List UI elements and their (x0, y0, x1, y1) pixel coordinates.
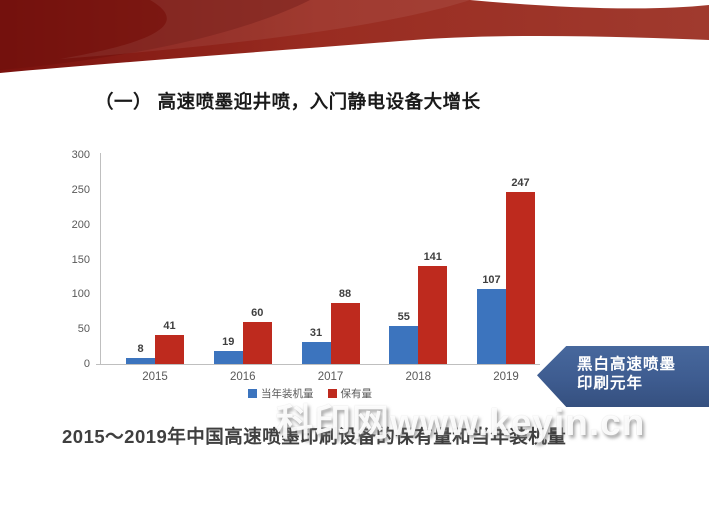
bar-value-label: 19 (222, 336, 235, 348)
bar-value-label: 141 (423, 251, 442, 263)
x-axis-line (96, 364, 540, 365)
slide-title: （一） 高速喷墨迎井喷，入门静电设备大增长 (95, 91, 481, 112)
y-axis-tick-label: 100 (71, 288, 90, 301)
bar-当年装机量-2015 (126, 358, 155, 364)
y-axis-tick-label: 300 (71, 149, 90, 161)
bar-value-label: 41 (163, 320, 176, 332)
bar-chart: 0 50 100 150 200 250 300 8 19 31 55 107 41 60 88 141 247… (60, 148, 560, 403)
y-axis-tick-label: 50 (77, 323, 90, 336)
y-axis-tick-label: 0 (83, 358, 90, 370)
legend-swatch-icon (248, 389, 257, 398)
callout-line-2: 印刷元年 (577, 375, 644, 392)
chart-caption: 2015～2019年中国高速喷墨印刷设备的保有量和当年装机量 (62, 426, 567, 447)
bar-value-label: 8 (137, 343, 144, 355)
bar-value-label: 31 (309, 327, 323, 339)
legend-item: 当年装机量 (248, 386, 314, 401)
legend-item: 保有量 (327, 386, 373, 401)
bar-保有量-2016 (242, 322, 272, 364)
bar-value-label: 88 (338, 288, 352, 300)
x-axis-category-label: 2015 (142, 371, 168, 383)
callout-arrow: 黑白高速喷墨 印刷元年 (537, 346, 709, 407)
y-axis-tick-label: 200 (71, 218, 90, 231)
bar-保有量-2017 (330, 303, 360, 364)
bar-value-label: 247 (511, 177, 530, 189)
callout-text: 黑白高速喷墨 印刷元年 (537, 346, 709, 393)
bar-当年装机量-2018 (389, 326, 419, 364)
x-axis-category-label: 2018 (405, 371, 432, 383)
legend-label: 保有量 (340, 388, 373, 400)
bar-value-label: 107 (482, 274, 501, 286)
y-axis-tick-label: 250 (71, 183, 90, 196)
bar-当年装机量-2017 (301, 342, 331, 364)
x-axis-category-label: 2019 (493, 371, 519, 383)
bar-保有量-2018 (418, 266, 448, 364)
x-axis-category-label: 2016 (229, 371, 256, 383)
legend-label: 当年装机量 (261, 388, 314, 400)
bar-保有量-2019 (506, 192, 535, 364)
y-axis-line (100, 153, 101, 364)
y-axis-tick-label: 150 (71, 253, 90, 266)
top-ribbon-decoration (0, 0, 709, 73)
callout-line-1: 黑白高速喷墨 (577, 356, 677, 373)
bar-当年装机量-2019 (477, 289, 506, 364)
bar-保有量-2015 (155, 335, 184, 364)
chart-legend: 当年装机量 保有量 (60, 386, 560, 401)
bar-value-label: 55 (397, 311, 410, 323)
x-axis-category-label: 2017 (317, 371, 344, 383)
legend-swatch-icon (327, 389, 337, 398)
bar-当年装机量-2016 (213, 351, 243, 364)
bar-value-label: 60 (251, 307, 264, 319)
